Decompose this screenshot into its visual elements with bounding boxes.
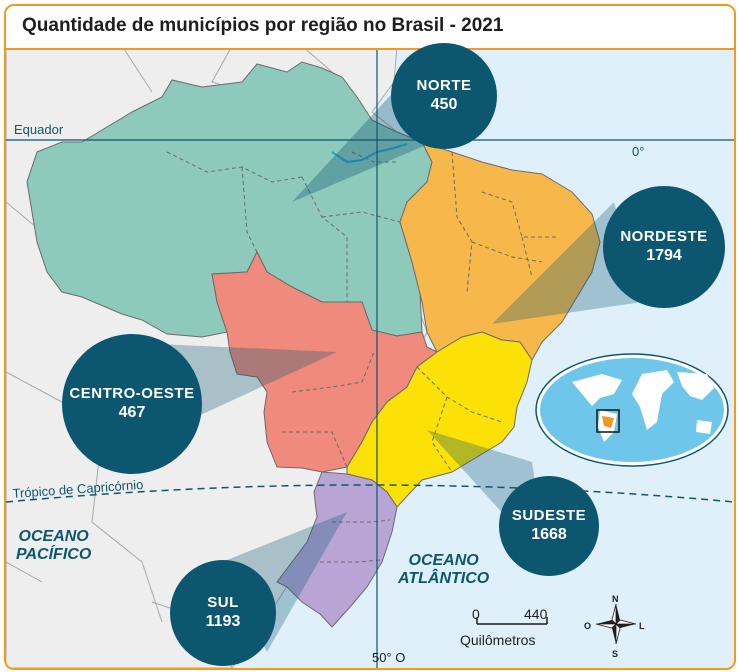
- bubble-nordeste-name: NORDESTE: [620, 227, 708, 245]
- compass-north-label: N: [612, 594, 619, 604]
- compass-west-label: O: [584, 621, 592, 631]
- equator-label: Equador: [14, 122, 64, 137]
- map-canvas: [6, 45, 734, 668]
- region-norte: [26, 61, 433, 338]
- bubble-sul-name: SUL: [207, 593, 239, 611]
- bubble-sudeste: SUDESTE 1668: [499, 476, 599, 576]
- atlantic-ocean-word-2: ATLÂNTICO: [398, 570, 490, 588]
- pacific-ocean-label: OCEANO PACÍFICO: [16, 528, 91, 565]
- bubble-centro-oeste: CENTRO-OESTE 467: [62, 334, 202, 474]
- bubble-sudeste-value: 1668: [531, 526, 567, 544]
- meridian-label: 50° O: [372, 650, 406, 665]
- atlantic-ocean-label: OCEANO ATLÂNTICO: [398, 552, 489, 589]
- bubble-sul-value: 1193: [205, 613, 241, 631]
- globe-inset: [535, 353, 729, 467]
- atlantic-ocean-word-1: OCEANO: [408, 552, 479, 569]
- bubble-nordeste-value: 1794: [646, 247, 682, 265]
- scale-start-label: 0: [472, 606, 480, 622]
- map-frame: Quantidade de municípios por região no B…: [4, 4, 736, 670]
- bubble-norte-value: 450: [430, 96, 458, 114]
- state-borders: [166, 151, 557, 563]
- scale-unit-label: Quilômetros: [460, 632, 536, 648]
- compass-south-label: S: [612, 649, 619, 659]
- bubble-norte-name: NORTE: [416, 76, 472, 94]
- bubble-sudeste-name: SUDESTE: [511, 506, 587, 524]
- bubble-centro-oeste-name: CENTRO-OESTE: [69, 384, 195, 402]
- scale-bar: [476, 617, 548, 625]
- equator-degree-label: 0°: [632, 144, 645, 159]
- amazon-river: [331, 143, 408, 164]
- compass-east-label: L: [639, 621, 645, 631]
- pacific-ocean-word-1: OCEANO: [18, 528, 89, 545]
- region-sul: [276, 471, 398, 628]
- map-title: Quantidade de municípios por região no B…: [22, 15, 504, 36]
- compass-rose-icon: [595, 603, 637, 645]
- tropic-line: [6, 484, 734, 503]
- bubble-nordeste: NORDESTE 1794: [603, 186, 725, 308]
- title-bar: Quantidade de municípios por região no B…: [6, 6, 734, 50]
- bubble-norte: NORTE 450: [391, 43, 497, 149]
- bubble-sul: SUL 1193: [170, 560, 276, 666]
- pacific-ocean-word-2: PACÍFICO: [16, 546, 92, 564]
- bubble-centro-oeste-value: 467: [118, 404, 146, 422]
- scale-end-label: 440: [524, 606, 548, 622]
